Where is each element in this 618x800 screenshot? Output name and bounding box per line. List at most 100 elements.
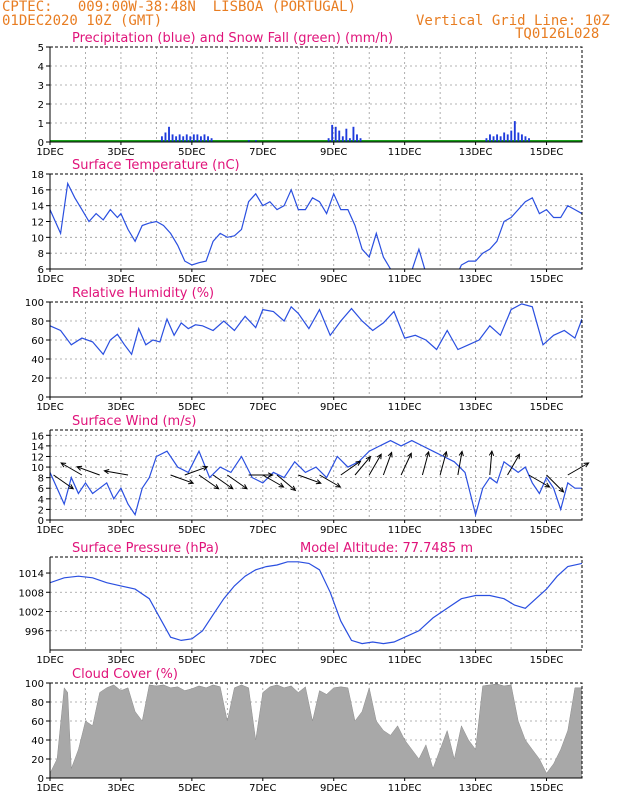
temperature-xtick-label: 3DEC <box>107 274 134 285</box>
precipitation-xtick-label: 5DEC <box>178 147 205 158</box>
wind-arrow <box>76 466 100 476</box>
wind-arrow <box>184 466 208 476</box>
precip-bar <box>510 130 513 142</box>
precip-bar <box>185 134 188 142</box>
wind-arrow-head <box>488 449 495 456</box>
precip-bar <box>524 136 527 142</box>
precip-bar <box>210 138 213 142</box>
wind-arrow <box>60 462 83 476</box>
wind-ytick-label: 0 <box>38 516 44 527</box>
precipitation-xtick-label: 15DEC <box>530 147 564 158</box>
wind-arrow-head <box>583 462 590 468</box>
temperature-ytick-label: 14 <box>31 202 44 213</box>
wind-arrow-head <box>387 451 393 458</box>
precip-bar <box>348 138 351 142</box>
cloud-cover-ytick-label: 20 <box>31 755 44 766</box>
wind-arrow-head <box>355 460 362 466</box>
pressure-xtick-label: 11DEC <box>388 655 422 666</box>
precip-bar <box>334 126 337 142</box>
wind-arrow-head <box>558 487 565 493</box>
wind-arrow <box>262 474 284 488</box>
precip-bar <box>192 134 195 142</box>
precip-bar <box>164 132 167 142</box>
wind-arrow <box>340 460 361 476</box>
humidity-xtick-label: 3DEC <box>107 402 134 413</box>
wind-arrow <box>227 474 248 490</box>
wind-arrow <box>298 474 321 484</box>
precipitation-frame <box>49 46 583 143</box>
temperature-xtick-label: 5DEC <box>178 274 205 285</box>
pressure-xtick-label: 5DEC <box>178 655 205 666</box>
precip-bar <box>160 136 163 142</box>
pressure-title: Surface Pressure (hPa) <box>72 541 219 556</box>
precip-bar <box>196 134 199 142</box>
temperature-xtick-label: 13DEC <box>459 274 493 285</box>
precip-bar <box>331 124 334 142</box>
wind-arrow-head <box>365 455 372 462</box>
precip-bar <box>327 138 330 142</box>
temperature-ytick-label: 12 <box>31 218 44 229</box>
cloud-cover-xtick-label: 7DEC <box>249 783 276 794</box>
precip-bar <box>175 136 178 142</box>
cloud-cover-ytick-label: 40 <box>31 736 44 747</box>
wind-arrow-head <box>515 453 521 460</box>
wind-arrow-head <box>202 465 209 471</box>
wind-ytick-label: 16 <box>31 431 44 442</box>
wind-xtick-label: 1DEC <box>36 525 63 536</box>
wind-xtick-label: 9DEC <box>320 525 347 536</box>
cloud-cover-title: Cloud Cover (%) <box>72 667 178 682</box>
cloud-cover-ytick-label: 0 <box>38 774 44 785</box>
pressure-ytick-label: 1008 <box>19 588 44 599</box>
precip-bar <box>496 134 499 142</box>
precip-bar <box>254 140 257 142</box>
cloud-cover-xtick-label: 11DEC <box>388 783 422 794</box>
wind-arrow-head <box>315 479 322 485</box>
precipitation-xtick-label: 13DEC <box>459 147 493 158</box>
precip-bar <box>203 134 206 142</box>
pressure-xtick-label: 3DEC <box>107 655 134 666</box>
humidity-ytick-label: 80 <box>31 317 44 328</box>
wind-ytick-label: 4 <box>38 495 44 506</box>
precip-bar <box>207 136 209 142</box>
wind-arrow <box>489 451 493 476</box>
pressure-xtick-label: 13DEC <box>459 655 493 666</box>
precip-bar <box>528 138 530 142</box>
model-altitude-note: Model Altitude: 77.7485 m <box>300 541 473 556</box>
precip-bar <box>247 140 250 142</box>
temperature-line <box>50 181 582 269</box>
wind-arrow-head <box>68 484 75 490</box>
precip-bar <box>182 136 185 142</box>
temperature-xtick-label: 9DEC <box>320 274 347 285</box>
precip-bar <box>345 128 348 142</box>
wind-arrow <box>421 451 430 476</box>
pressure-xtick-label: 7DEC <box>249 655 276 666</box>
precipitation-xtick-label: 7DEC <box>249 147 276 158</box>
pressure-frame <box>49 556 583 651</box>
wind-arrow <box>528 474 550 488</box>
precipitation-ytick-label: 1 <box>38 119 44 130</box>
wind-arrow-head <box>544 482 551 488</box>
wind-arrow-head <box>103 468 110 475</box>
precip-bar <box>168 126 170 142</box>
cloud-cover-xtick-label: 15DEC <box>530 783 564 794</box>
wind-arrow <box>382 452 393 476</box>
wind-arrow-head <box>267 472 274 478</box>
precipitation-xtick-label: 9DEC <box>320 147 347 158</box>
wind-xtick-label: 11DEC <box>388 525 422 536</box>
temperature-xtick-label: 7DEC <box>249 274 276 285</box>
wind-arrow-head <box>188 479 195 485</box>
humidity-xtick-label: 13DEC <box>459 402 493 413</box>
precip-bar <box>338 130 341 142</box>
precip-bar <box>189 136 192 142</box>
humidity-line <box>50 303 582 356</box>
cloud-cover-ytick-label: 80 <box>31 698 44 709</box>
precipitation-ytick-label: 0 <box>38 138 44 149</box>
temperature-xtick-label: 15DEC <box>530 274 564 285</box>
humidity-xtick-label: 11DEC <box>388 402 422 413</box>
cloud-cover-ytick-label: 60 <box>31 717 44 728</box>
humidity-xtick-label: 5DEC <box>178 402 205 413</box>
humidity-xtick-label: 15DEC <box>530 402 564 413</box>
precip-bar <box>506 134 509 142</box>
pressure-xtick-label: 9DEC <box>320 655 347 666</box>
